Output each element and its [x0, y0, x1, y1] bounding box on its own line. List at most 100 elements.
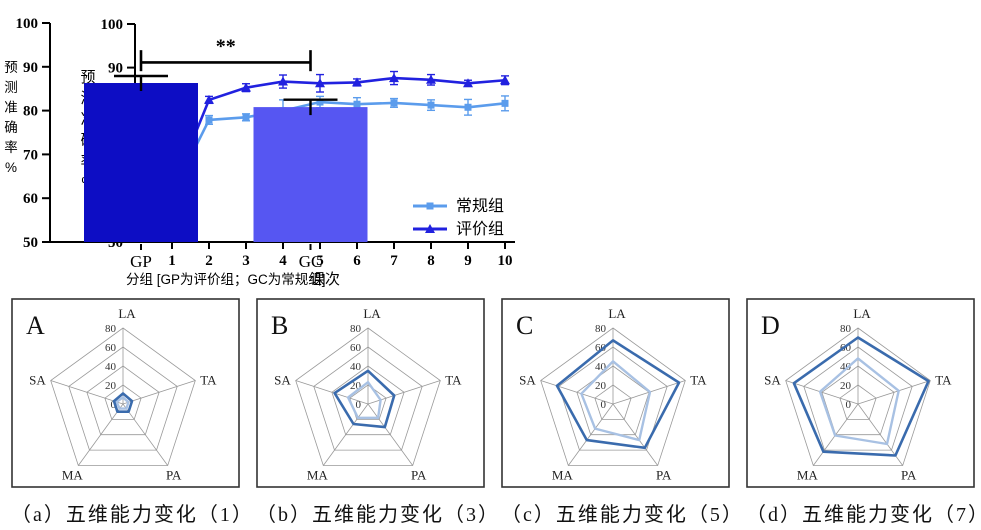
x-tick-label: 2 — [205, 253, 213, 269]
y-axis-title-char: 率 — [4, 139, 18, 155]
radar-axis-label: TA — [690, 373, 707, 388]
radar-series — [792, 336, 930, 457]
x-axis-title: 课次 — [310, 271, 340, 288]
radar-panel-c: C 0 20 40 60 80 LA TA PA MA SA （c）五维能力变化（5） — [501, 298, 742, 527]
x-tick-label: 1 — [168, 253, 176, 269]
panel-letter: C — [516, 311, 533, 340]
radar-tick-label: 20 — [105, 380, 117, 392]
x-tick-label: 7 — [390, 253, 398, 269]
y-tick-label: 100 — [16, 16, 39, 32]
significance-label: ** — [216, 35, 236, 57]
radar-grid: 0 20 40 60 80 — [540, 323, 686, 466]
radar-axis-label: PA — [411, 467, 427, 482]
y-tick-label: 70 — [23, 147, 38, 163]
radar-axis-label: MA — [552, 467, 574, 482]
radar-axis-label: TA — [200, 373, 217, 388]
x-tick-label: 5 — [316, 253, 324, 269]
radar-axis-label: LA — [363, 306, 381, 321]
radar-series — [580, 360, 652, 442]
radar-axis-label: TA — [445, 373, 462, 388]
radar-axis-label: LA — [118, 306, 136, 321]
radar-tick-label: 20 — [840, 380, 852, 392]
panel-letter: B — [271, 311, 288, 340]
radar-panel-b: B 0 20 40 60 80 LA TA PA MA SA （b）五维能力变化（3） — [256, 298, 498, 527]
radar-tick-label: 0 — [846, 399, 852, 411]
radar-tick-label: 40 — [350, 361, 362, 373]
radar-tick-label: 80 — [840, 323, 852, 335]
radar-charts-row: A 0 20 40 60 80 LA TA PA MA SA （a）五维能力变化（1） B 0 20 40… — [11, 298, 981, 527]
radar-panel-border — [256, 298, 485, 488]
radar-grid: 0 20 40 60 80 — [295, 323, 441, 466]
radar-caption: （a）五维能力变化（1） — [11, 504, 254, 526]
radar-axis-label: PA — [656, 467, 672, 482]
panel-letter: A — [26, 311, 45, 340]
radar-axis-label: SA — [274, 373, 291, 388]
bar-category-label: GC — [299, 252, 323, 271]
bar-GC — [253, 107, 368, 242]
y-tick-label: 90 — [108, 61, 123, 77]
radar-series — [555, 339, 681, 450]
x-tick-label: 6 — [353, 253, 361, 269]
radar-axis-label: LA — [853, 306, 871, 321]
radar-panel-border — [501, 298, 730, 488]
radar-tick-label: 80 — [105, 323, 117, 335]
x-tick-label: 10 — [498, 253, 513, 269]
radar-tick-label: 60 — [595, 342, 607, 354]
radar-series — [112, 392, 134, 413]
radar-tick-label: 20 — [595, 380, 607, 392]
legend-label: 评价组 — [456, 220, 504, 238]
significance-bracket: ** — [139, 35, 312, 72]
radar-axis-label: MA — [62, 467, 84, 482]
radar-tick-label: 0 — [601, 399, 607, 411]
radar-axis-label: MA — [307, 467, 329, 482]
radar-tick-label: 0 — [111, 399, 117, 411]
x-tick-label: 9 — [464, 253, 472, 269]
radar-axis-label: PA — [901, 467, 917, 482]
y-axis-title-char: 预 — [4, 60, 18, 75]
radar-tick-label: 60 — [840, 342, 852, 354]
radar-axis-label: SA — [764, 373, 781, 388]
y-tick-label: 60 — [23, 191, 38, 207]
radar-series — [333, 369, 396, 429]
y-axis-title-char: 测 — [4, 80, 18, 95]
radar-axis-label: SA — [29, 373, 46, 388]
radar-tick-label: 20 — [350, 380, 362, 392]
panel-letter: D — [761, 311, 780, 340]
x-tick-label: 3 — [242, 253, 250, 269]
y-axis-title-char: 预 — [80, 69, 95, 86]
radar-panel-border — [746, 298, 975, 488]
radar-axis-label: TA — [935, 373, 952, 388]
x-axis-title: 分组 [GP为评价组；GC为常规组] — [126, 272, 326, 288]
x-tick-label: 4 — [279, 253, 287, 269]
radar-panel-border — [11, 298, 240, 488]
radar-caption: （d）五维能力变化（7） — [746, 504, 981, 526]
x-tick-label: 8 — [427, 253, 435, 269]
y-tick-label: 50 — [23, 235, 38, 251]
radar-panel-a: A 0 20 40 60 80 LA TA PA MA SA （a）五维能力变化（1） — [11, 298, 254, 527]
y-axis-title-char: 准 — [4, 100, 18, 115]
y-axis-title-char: % — [5, 160, 17, 175]
y-tick-label: 90 — [23, 60, 38, 76]
radar-series — [115, 396, 130, 410]
radar-axis-label: PA — [166, 467, 182, 482]
y-tick-label: 100 — [101, 17, 124, 33]
legend-label: 常规组 — [456, 197, 504, 215]
radar-tick-label: 40 — [840, 361, 852, 373]
radar-tick-label: 40 — [595, 361, 607, 373]
radar-tick-label: 60 — [105, 342, 117, 354]
radar-axis-label: SA — [519, 373, 536, 388]
radar-tick-label: 80 — [595, 323, 607, 335]
y-axis-title-char: 确 — [4, 120, 18, 135]
radar-grid: 0 20 40 60 80 — [50, 323, 196, 466]
radar-tick-label: 0 — [356, 399, 362, 411]
bar-GP — [84, 83, 198, 242]
bar-category-label: GP — [130, 252, 152, 271]
